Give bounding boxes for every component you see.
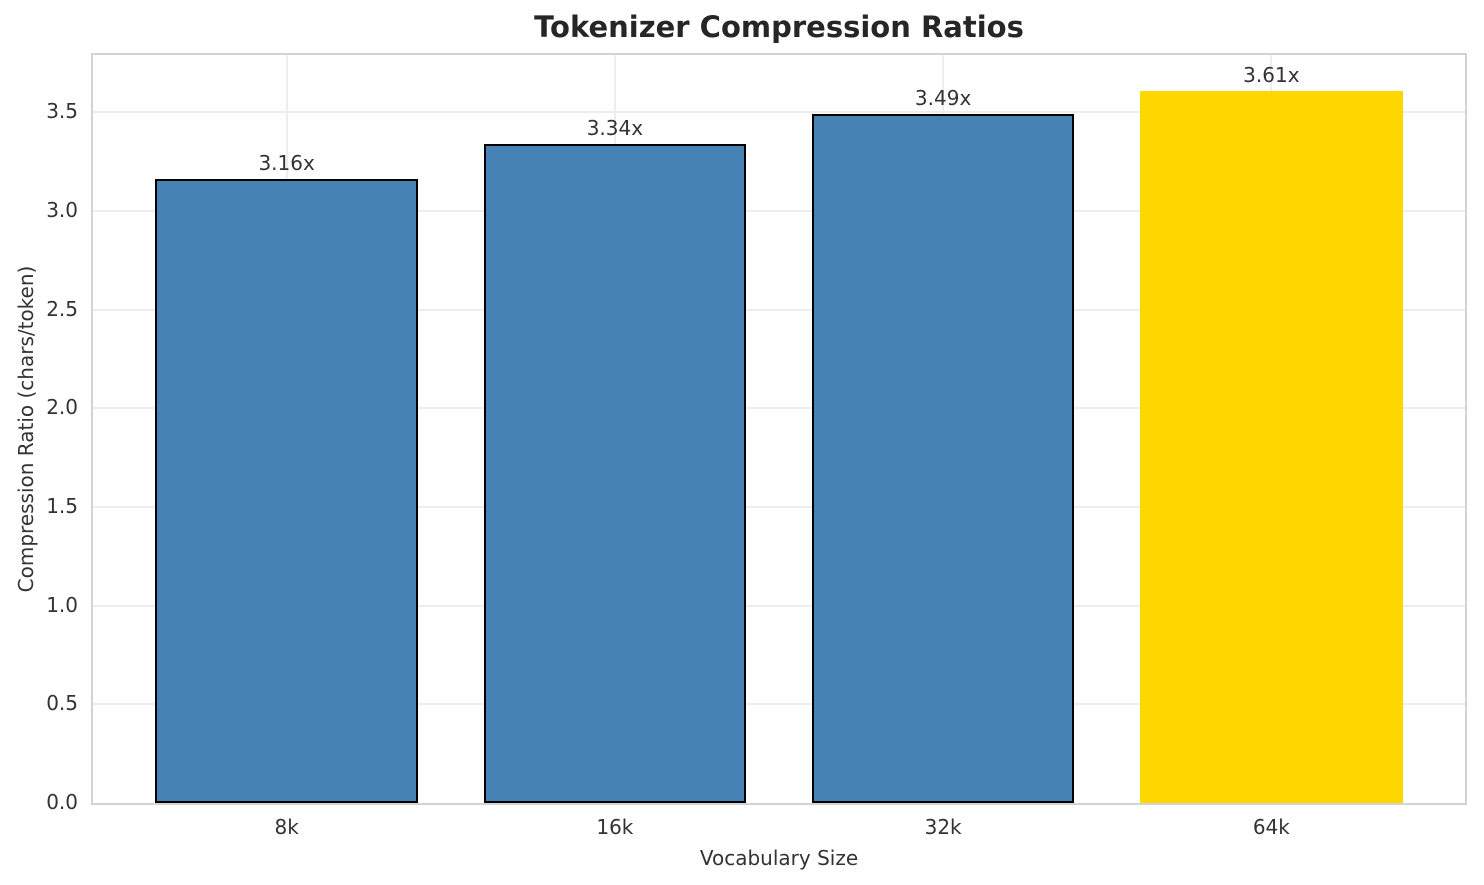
plot-area: 0.0 0.5 1.0 1.5 2.0 2.5 3.0 3.5 8k 16k 32k 64k 3.16x… [46, 53, 1467, 839]
y-tick-label: 0.0 [46, 790, 78, 814]
y-tick-label: 2.5 [46, 296, 78, 321]
bar-value-label: 3.34x [586, 115, 644, 140]
bar [1140, 90, 1403, 803]
y-tick-label: 0.5 [46, 691, 78, 716]
chart-title: Tokenizer Compression Ratios [534, 10, 1024, 44]
bar-value-label: 3.49x [914, 86, 972, 111]
bar-value-label: 3.16x [258, 151, 315, 176]
bar [811, 114, 1075, 803]
gridline-h [93, 111, 1465, 114]
bar [483, 143, 747, 803]
bar-value-label: 3.61x [1243, 62, 1300, 87]
x-axis-label: Vocabulary Size [699, 846, 859, 870]
y-tick-label: 1.5 [46, 493, 78, 518]
gridline-h [93, 505, 1465, 508]
y-tick-label: 2.0 [46, 395, 78, 420]
gridline-h [93, 703, 1465, 706]
gridline-h [93, 308, 1465, 311]
x-tick-label: 16k [596, 815, 634, 839]
gridline-h [93, 604, 1465, 607]
y-tick-label: 3.0 [46, 197, 78, 222]
bar [155, 179, 418, 803]
x-tick-label: 64k [1252, 815, 1290, 839]
gridline-h [93, 407, 1465, 410]
x-tick-label: 32k [924, 815, 962, 839]
y-tick-label: 3.5 [46, 99, 78, 124]
x-tick-label: 8k [274, 815, 299, 839]
gridline-h [93, 209, 1465, 212]
y-tick-label: 1.0 [46, 592, 78, 617]
